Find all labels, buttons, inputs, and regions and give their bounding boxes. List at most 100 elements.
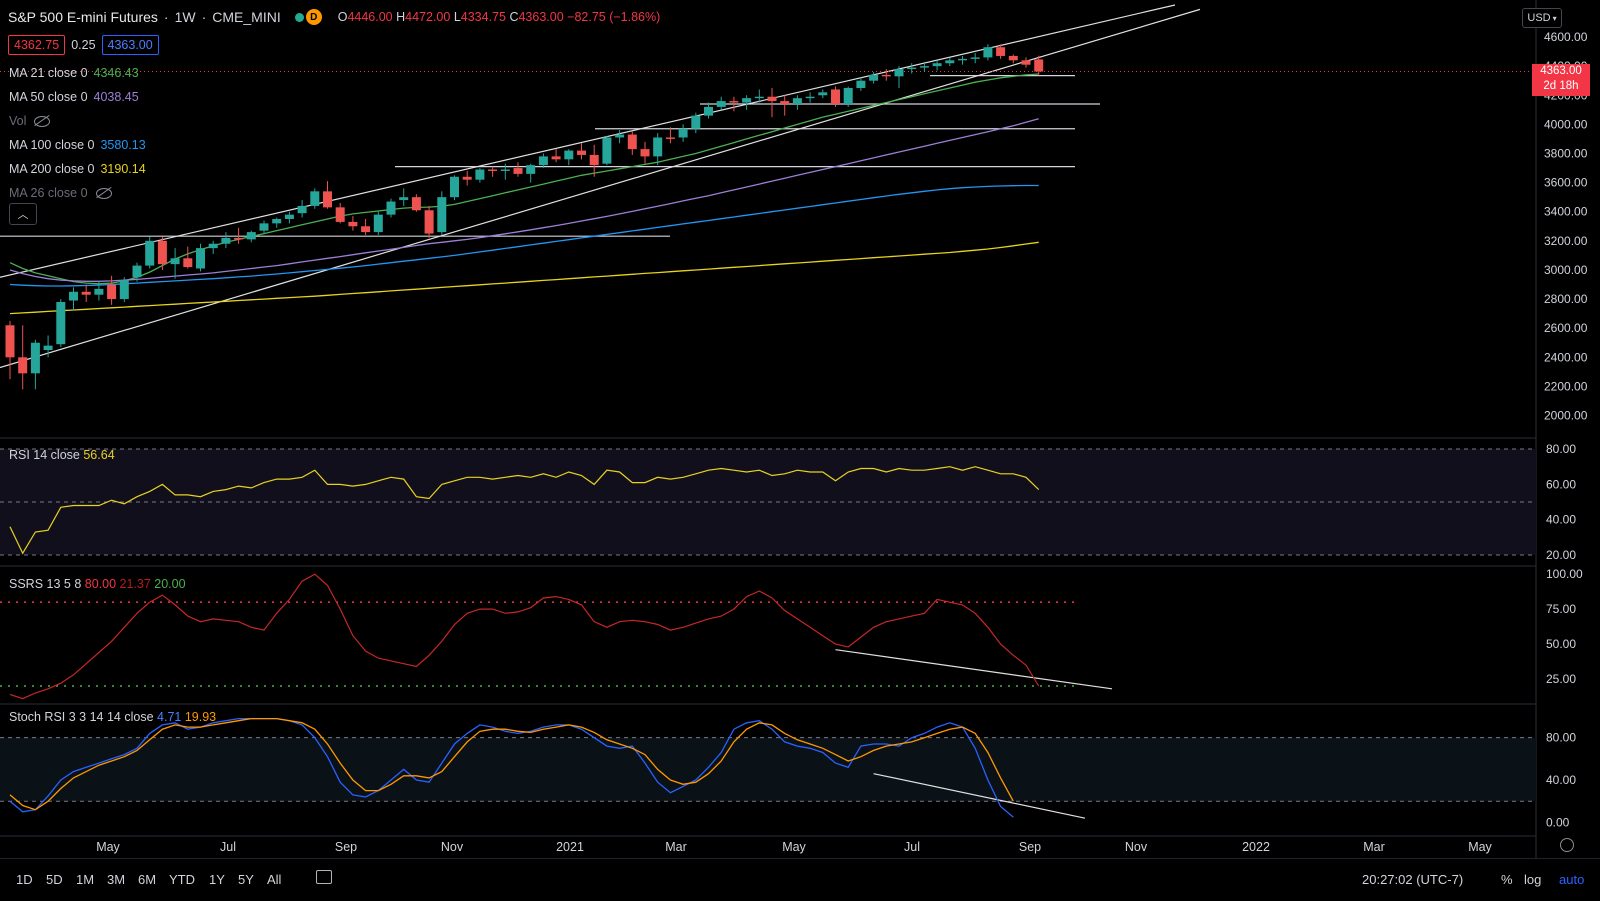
- price-tick-label: 3200.00: [1544, 234, 1588, 248]
- candle-body: [310, 191, 320, 206]
- time-tick-label: Sep: [1019, 840, 1041, 854]
- candle: [983, 44, 993, 61]
- candle-body: [792, 98, 802, 104]
- timeframe-5d[interactable]: 5D: [46, 872, 63, 887]
- candle-body: [246, 232, 256, 240]
- ssrs-value: 21.37: [119, 577, 151, 591]
- time-tick-label: Mar: [1363, 840, 1385, 854]
- candle: [665, 127, 675, 144]
- settings-gear-icon[interactable]: [1560, 838, 1574, 852]
- legend-ma100[interactable]: MA 100 close 0 3580.13: [9, 138, 146, 152]
- candle: [323, 181, 332, 209]
- candle: [615, 130, 625, 144]
- candles: [5, 44, 1044, 390]
- candle-body: [640, 149, 650, 157]
- axis-labels: 2000.00 2200.00 2400.00 2600.00 2800.00 3000.…: [96, 30, 1588, 854]
- currency-selector[interactable]: USD ▾: [1522, 8, 1562, 28]
- candle-body: [843, 87, 853, 104]
- ssrs-legend[interactable]: SSRS 13 5 8 80.00 21.37 20.00: [9, 577, 186, 591]
- timeframe-3m[interactable]: 3M: [107, 872, 126, 887]
- candle: [335, 202, 345, 224]
- legend-ma200-value: 3190.14: [100, 162, 146, 176]
- candle: [81, 284, 91, 302]
- candle: [310, 188, 320, 209]
- clock-timezone[interactable]: 20:27:02 (UTC-7): [1362, 872, 1464, 887]
- legend-ma50[interactable]: MA 50 close 0 4038.45: [9, 90, 139, 104]
- candle-body: [856, 80, 866, 88]
- candle: [246, 230, 256, 243]
- interval-label[interactable]: 1W: [174, 9, 196, 25]
- candle-body: [259, 223, 269, 231]
- candle: [297, 200, 307, 218]
- ssrs-line: [9, 573, 1040, 700]
- ask-price[interactable]: 4363.00: [101, 35, 159, 55]
- timeframe-6m[interactable]: 6M: [138, 872, 157, 887]
- candle: [919, 61, 929, 72]
- candle-body: [564, 150, 574, 160]
- candle: [18, 325, 28, 390]
- candle-body: [30, 342, 40, 374]
- candle-body: [678, 128, 688, 138]
- candle: [94, 281, 104, 301]
- timeframe-1m[interactable]: 1M: [76, 872, 95, 887]
- candle-body: [208, 243, 218, 249]
- symbol-header[interactable]: S&P 500 E-mini Futures · 1W · CME_MINI D…: [8, 9, 660, 25]
- candle-body: [132, 265, 142, 278]
- log-scale-button[interactable]: log: [1524, 872, 1542, 887]
- timeframe-ytd[interactable]: YTD: [169, 872, 195, 887]
- candle-body: [881, 74, 891, 77]
- symbol-name[interactable]: S&P 500 E-mini Futures: [8, 9, 158, 25]
- candle: [538, 153, 548, 169]
- chart-canvas[interactable]: 2000.00 2200.00 2400.00 2600.00 2800.00 3000.…: [0, 0, 1600, 858]
- legend-ma50-label: MA 50 close 0: [9, 90, 88, 104]
- eye-hidden-icon[interactable]: [34, 116, 51, 128]
- timeframe-all[interactable]: All: [267, 872, 282, 887]
- ssrs-tick-label: 75.00: [1546, 602, 1576, 616]
- timeframe-1y[interactable]: 1Y: [209, 872, 225, 887]
- candle: [272, 217, 282, 228]
- bid-price[interactable]: 4362.75: [8, 35, 66, 55]
- candle-body: [691, 115, 701, 129]
- legend-ma200[interactable]: MA 200 close 0 3190.14: [9, 162, 146, 176]
- candle: [881, 69, 891, 81]
- candle-body: [94, 288, 104, 295]
- candle: [729, 96, 739, 112]
- candle-body: [411, 197, 421, 211]
- timeframe-1d[interactable]: 1D: [16, 872, 33, 887]
- high-value: 4472.00: [405, 10, 451, 24]
- delayed-badge[interactable]: D: [305, 9, 322, 25]
- bar-countdown: 2d 18h: [1543, 80, 1579, 92]
- timeframe-5y[interactable]: 5Y: [238, 872, 254, 887]
- ssrs-title: SSRS 13 5 8: [9, 577, 82, 591]
- price-tick-label: 2800.00: [1544, 292, 1588, 306]
- candle-body: [932, 63, 942, 67]
- candle: [526, 163, 536, 183]
- candle: [907, 63, 917, 74]
- market-status-pill[interactable]: D: [294, 9, 322, 25]
- percent-scale-button[interactable]: %: [1501, 872, 1513, 887]
- legend-vol-label: Vol: [9, 114, 27, 128]
- collapse-legend-button[interactable]: ︿: [9, 203, 37, 225]
- ssrs-lower-value: 20.00: [154, 577, 186, 591]
- auto-scale-button[interactable]: auto: [1559, 872, 1585, 887]
- ma-line-ma50: [9, 118, 1039, 282]
- change-value: −82.75 (−1.86%): [567, 10, 661, 24]
- candle-body: [1008, 55, 1018, 61]
- legend-ma26[interactable]: MA 26 close 0: [9, 186, 112, 200]
- rsi-line: [9, 466, 1040, 555]
- legend-ma26-label: MA 26 close 0: [9, 186, 88, 200]
- legend-vol[interactable]: Vol: [9, 114, 51, 128]
- price-tick-label: 2600.00: [1544, 321, 1588, 335]
- rsi-legend[interactable]: RSI 14 close 56.64: [9, 448, 115, 462]
- calendar-range-icon[interactable]: [316, 870, 332, 884]
- candle: [284, 211, 294, 224]
- candle: [843, 86, 853, 107]
- stoch-legend[interactable]: Stoch RSI 3 3 14 14 close 4.71 19.93: [9, 710, 216, 724]
- eye-hidden-icon[interactable]: [95, 188, 112, 200]
- legend-ma21[interactable]: MA 21 close 0 4346.43: [9, 66, 139, 80]
- candle: [754, 89, 764, 103]
- candle-body: [348, 221, 358, 227]
- candle: [30, 339, 40, 390]
- time-tick-label: Jul: [904, 840, 920, 854]
- candle: [43, 335, 53, 358]
